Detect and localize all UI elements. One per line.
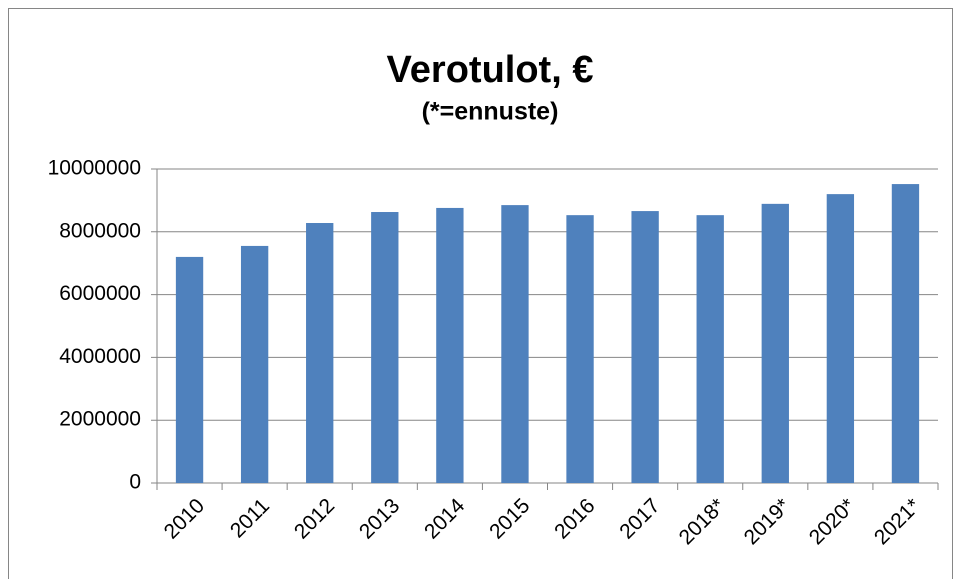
y-tick-label: 0: [129, 471, 141, 494]
bar: [436, 207, 464, 483]
y-tick-label: 4000000: [59, 345, 141, 368]
bar: [761, 203, 789, 483]
bar: [175, 256, 204, 483]
y-tick-label: 6000000: [59, 282, 141, 305]
bar: [501, 205, 529, 484]
y-tick-label: 2000000: [59, 408, 141, 431]
chart-subtitle: (*=ennuste): [422, 98, 559, 126]
bar: [891, 184, 920, 483]
bar: [631, 211, 659, 484]
bar: [306, 223, 334, 483]
y-tick-label: 10000000: [48, 157, 141, 180]
bar: [696, 215, 724, 483]
bar: [240, 245, 269, 483]
chart-title: Verotulot, €: [387, 49, 594, 91]
y-tick-label: 8000000: [59, 219, 141, 242]
bar: [371, 212, 399, 483]
chart-frame: [8, 8, 953, 579]
bar: [826, 194, 855, 483]
bar: [566, 215, 594, 483]
